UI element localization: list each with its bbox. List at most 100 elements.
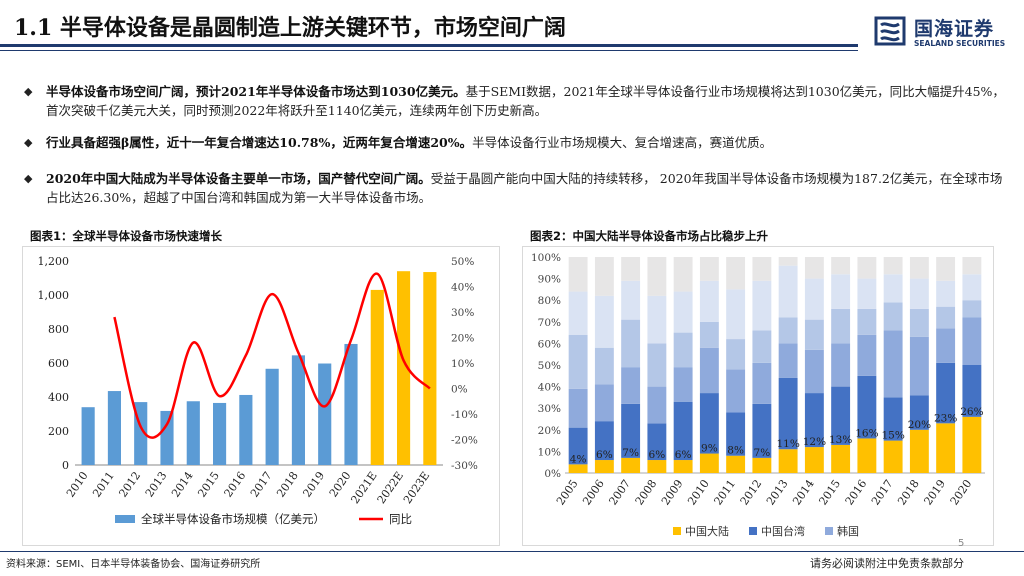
legend-swatch <box>673 527 681 535</box>
legend-label: 韩国 <box>837 524 859 538</box>
chart1-container: 0 200 400 600 800 1,000 1,200 -30% -20% -10% 0% 10%… <box>22 246 500 546</box>
stacked-bar-segment <box>909 336 929 396</box>
company-logo: 国海证券 SEALAND SECURITIES <box>872 12 1020 52</box>
y2-tick-label: 50% <box>451 256 474 268</box>
stacked-bar-segment <box>778 377 798 450</box>
y-tick-label: 60% <box>538 338 561 350</box>
stacked-bar-segment <box>726 289 746 340</box>
stacked-bar-segment <box>831 444 851 473</box>
stacked-bar-segment <box>936 328 956 363</box>
footer-divider <box>0 551 1024 552</box>
stacked-bar-segment <box>647 343 667 387</box>
bar <box>397 271 411 465</box>
bar <box>370 289 384 465</box>
stacked-bar-segment <box>857 334 877 376</box>
data-label: 6% <box>649 449 666 461</box>
x-tick-label: 2023E <box>401 469 432 506</box>
stacked-bar-segment <box>568 427 588 465</box>
x-tick-label: 2019 <box>921 477 948 507</box>
stacked-bar-segment <box>804 278 824 320</box>
stacked-bar-segment <box>778 265 798 318</box>
y-tick-label: 1,200 <box>38 255 70 268</box>
x-tick-label: 2006 <box>580 477 607 507</box>
stacked-bar-segment <box>647 460 667 473</box>
chart1-title: 图表1：全球半导体设备市场快速增长 <box>30 229 222 243</box>
stacked-bar-segment <box>699 393 719 454</box>
stacked-bar-segment <box>752 257 772 281</box>
stacked-bar-segment <box>936 257 956 281</box>
data-label: 12% <box>803 436 826 448</box>
stacked-bar-segment <box>726 455 746 473</box>
stacked-bar-segment <box>621 403 641 458</box>
stacked-bar-segment <box>594 257 614 296</box>
stacked-bar-segment <box>621 319 641 368</box>
stacked-bar-segment <box>936 362 956 424</box>
stacked-bar-segment <box>647 386 667 424</box>
data-label: 6% <box>596 449 613 461</box>
stacked-bar-segment <box>936 280 956 307</box>
stacked-bar-segment <box>883 257 903 275</box>
bar <box>239 394 253 465</box>
x-tick-label: 2009 <box>659 477 686 507</box>
data-label: 7% <box>754 447 771 459</box>
data-label: 7% <box>622 447 639 459</box>
x-tick-label: 2012 <box>116 469 143 499</box>
bar <box>213 402 227 465</box>
bullet-bold: 2020年中国大陆成为半导体设备主要单一市场，国产替代空间广阔。 <box>46 171 431 186</box>
bar <box>265 368 279 465</box>
stacked-bar-segment <box>621 457 641 473</box>
stacked-bar-segment <box>673 291 693 333</box>
stacked-bar-segment <box>962 416 982 473</box>
bar <box>318 363 332 465</box>
x-tick-label: 2018 <box>274 469 301 499</box>
stacked-bar-segment <box>962 317 982 365</box>
y-tick-label: 80% <box>538 295 561 307</box>
x-tick-label: 2008 <box>633 477 660 507</box>
page-number: 5 <box>958 538 965 549</box>
y-tick-label: 50% <box>538 360 561 372</box>
stacked-bar-segment <box>568 464 588 473</box>
data-label: 20% <box>908 419 931 431</box>
x-tick-label: 2016 <box>222 469 249 499</box>
legend-label: 全球半导体设备市场规模（亿美元） <box>141 512 325 526</box>
x-tick-label: 2014 <box>790 477 817 507</box>
data-label: 11% <box>776 438 799 450</box>
stacked-bar-segment <box>726 257 746 290</box>
stacked-bar-segment <box>936 306 956 329</box>
legend-label: 中国台湾 <box>761 524 805 538</box>
y2-tick-label: 30% <box>451 307 474 319</box>
legend-label: 中国大陆 <box>685 524 729 538</box>
footer-disclaimer: 请务必阅读附注中免责条款部分 <box>810 557 964 570</box>
stacked-bar-segment <box>857 257 877 279</box>
stacked-bar-segment <box>804 349 824 394</box>
title-divider <box>0 44 858 47</box>
stacked-bar-segment <box>962 274 982 301</box>
stacked-bar-segment <box>699 321 719 348</box>
stacked-bar-segment <box>778 449 798 473</box>
logo-text-en: SEALAND SECURITIES <box>914 39 1006 48</box>
stacked-bar-segment <box>673 460 693 473</box>
stacked-bar-segment <box>831 308 851 344</box>
stacked-bar-segment <box>726 412 746 456</box>
y-tick-label: 200 <box>48 425 69 438</box>
y-tick-label: 30% <box>538 403 561 415</box>
stacked-bar-segment <box>883 330 903 398</box>
stacked-bar-segment <box>804 319 824 350</box>
stacked-bar-segment <box>621 257 641 281</box>
stacked-bar-segment <box>594 347 614 385</box>
y2-tick-label: -10% <box>451 409 478 421</box>
y-tick-label: 0% <box>544 468 561 480</box>
stacked-bar-segment <box>594 421 614 461</box>
stacked-bar-segment <box>673 367 693 402</box>
title-divider-thin <box>0 50 858 51</box>
x-tick-label: 2016 <box>843 477 870 507</box>
legend-swatch <box>749 527 757 535</box>
x-tick-label: 2020 <box>948 477 975 507</box>
stacked-bar-segment <box>909 429 929 473</box>
y2-tick-label: 20% <box>451 333 474 345</box>
x-tick-label: 2011 <box>90 469 117 499</box>
x-tick-label: 2017 <box>248 469 275 499</box>
stacked-bar-segment <box>673 401 693 461</box>
x-tick-label: 2010 <box>64 469 91 499</box>
x-tick-label: 2015 <box>195 469 222 499</box>
